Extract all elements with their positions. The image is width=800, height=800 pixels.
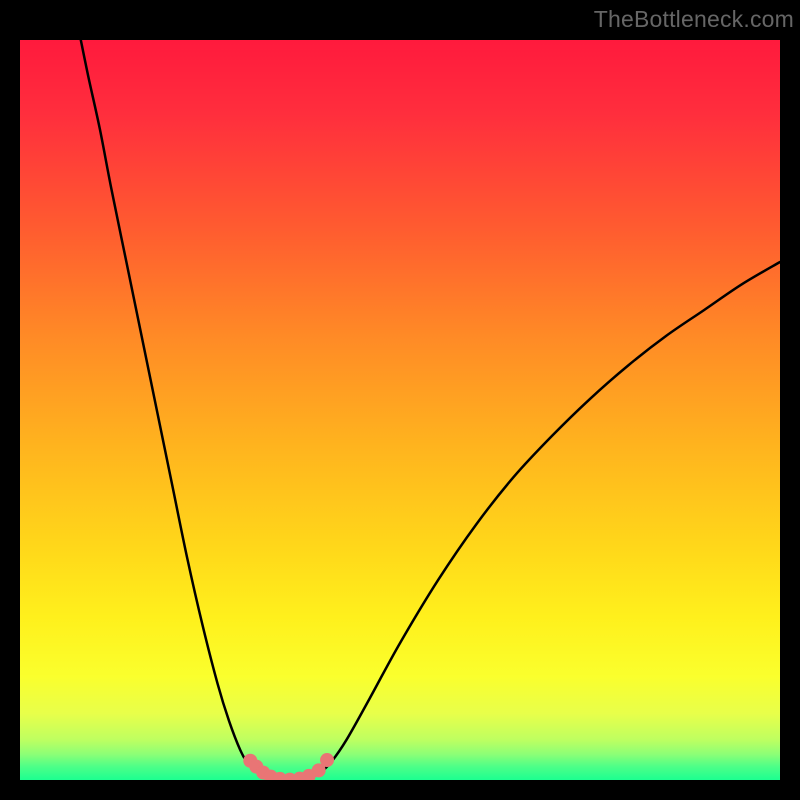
plot-svg: [20, 40, 780, 780]
watermark-text: TheBottleneck.com: [594, 6, 794, 33]
plot-area: [20, 40, 780, 780]
marker-dot: [320, 753, 334, 767]
gradient-background: [20, 40, 780, 780]
